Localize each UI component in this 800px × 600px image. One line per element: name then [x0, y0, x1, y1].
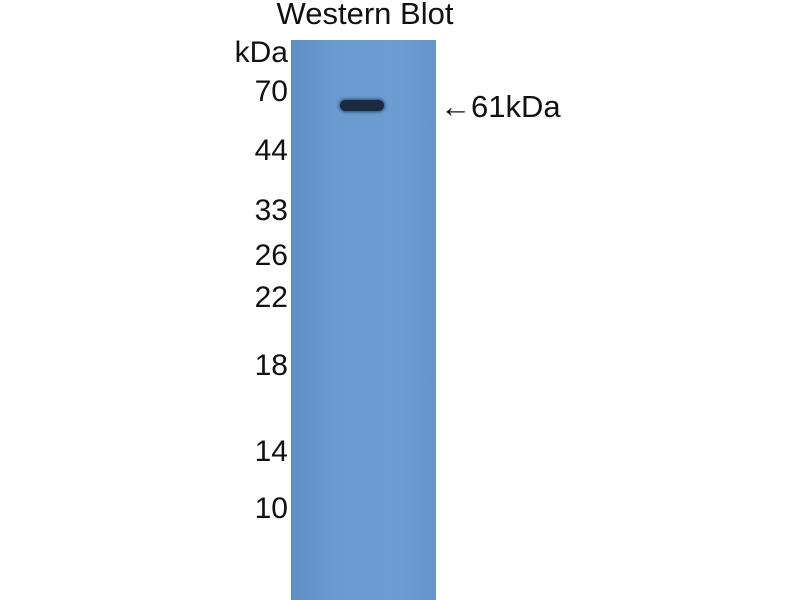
- marker-70: 70: [254, 75, 288, 108]
- marker-26: 26: [254, 239, 288, 272]
- band-annotation: ←61kDa: [440, 89, 561, 124]
- marker-33: 33: [254, 194, 288, 227]
- marker-18: 18: [254, 349, 288, 382]
- blot-lane: [291, 40, 436, 600]
- figure-title: Western Blot: [276, 0, 454, 31]
- marker-14: 14: [254, 435, 288, 468]
- marker-10: 10: [254, 492, 288, 525]
- marker-44: 44: [254, 134, 288, 167]
- protein-band: [340, 100, 384, 111]
- marker-22: 22: [254, 281, 288, 314]
- unit-label: kDa: [234, 36, 288, 69]
